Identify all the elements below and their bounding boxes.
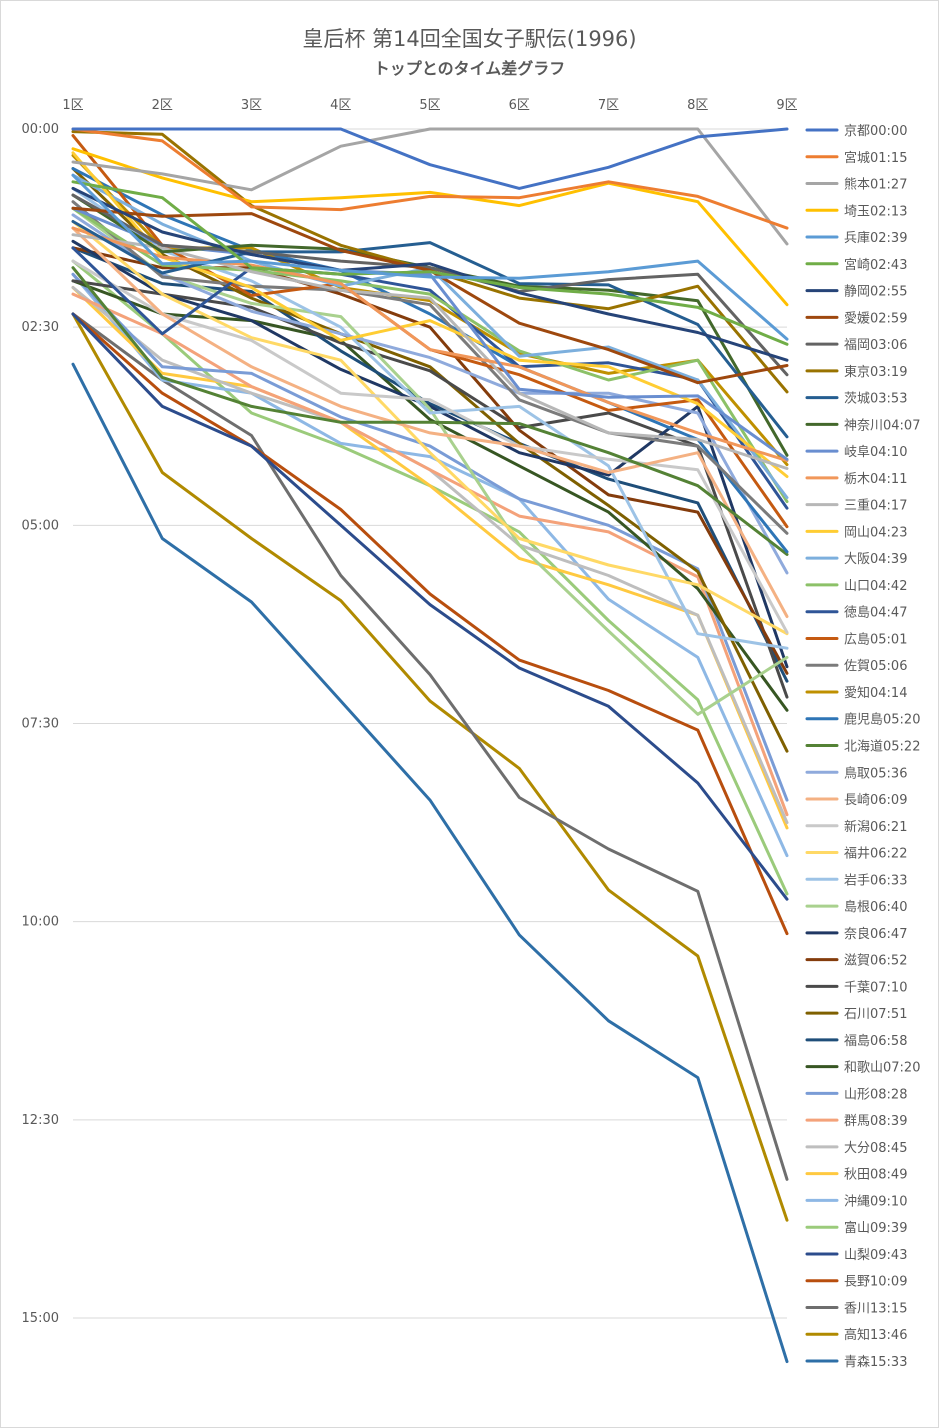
series-line <box>71 312 789 1181</box>
legend-entry: 宮城01:15 <box>844 150 907 166</box>
series-line <box>71 246 789 510</box>
x-tick-label: 4区 <box>330 98 351 113</box>
legend-entry: 青森15:33 <box>844 1355 907 1370</box>
series-line <box>71 200 789 535</box>
y-tick-label: 12:30 <box>22 1113 59 1128</box>
series-line <box>71 206 789 716</box>
series-lines <box>71 127 789 1364</box>
series-line <box>71 266 789 556</box>
y-tick-label: 02:30 <box>22 320 59 335</box>
series-line <box>71 173 789 341</box>
legend-entry: 愛媛02:59 <box>844 311 907 326</box>
y-tick-label: 07:30 <box>22 717 59 732</box>
legend-entry: 新潟06:21 <box>844 819 907 835</box>
series-line <box>71 286 789 830</box>
x-tick-label: 7区 <box>598 98 619 113</box>
series-line <box>71 312 789 901</box>
legend-entry: 福岡03:06 <box>844 338 907 353</box>
series-line <box>71 272 789 858</box>
legend-entry: 徳島04:47 <box>844 606 907 621</box>
legend-entry: 富山09:39 <box>844 1220 907 1236</box>
legend-entry: 広島05:01 <box>844 632 907 647</box>
legend-entry: 大分08:45 <box>844 1141 907 1156</box>
series-line <box>71 213 789 575</box>
chart-title: 皇后杯 第14回全国女子駅伝(1996) <box>302 27 637 51</box>
series-line <box>71 220 789 636</box>
legend-entry: 秋田08:49 <box>844 1168 907 1183</box>
legend-entry: 宮崎02:43 <box>844 257 907 273</box>
series-line <box>71 193 789 377</box>
legend-entry: 東京03:19 <box>844 364 907 380</box>
legend-entry: 福井06:22 <box>844 847 907 862</box>
legend-entry: 沖縄09:10 <box>844 1194 907 1209</box>
legend-entry: 鳥取05:36 <box>844 766 907 781</box>
legend-entry: 大阪04:39 <box>844 552 907 567</box>
legend-entry: 島根06:40 <box>844 900 907 915</box>
legend-entry: 山口04:42 <box>844 579 907 594</box>
series-line <box>71 233 789 470</box>
legend-entry: 高知13:46 <box>844 1327 907 1343</box>
legend-entry: 埼玉02:13 <box>844 204 907 219</box>
legend-entry: 香川13:15 <box>844 1301 907 1316</box>
chart-subtitle: トップとのタイム差グラフ <box>373 59 566 78</box>
legend-entry: 山形08:28 <box>844 1087 907 1102</box>
series-line <box>71 226 789 463</box>
legend-entry: 和歌山07:20 <box>844 1061 920 1076</box>
legend-entry: 岡山04:23 <box>844 525 907 540</box>
x-tick-label: 2区 <box>152 98 173 113</box>
y-tick-label: 15:00 <box>22 1311 59 1326</box>
legend-entry: 熊本01:27 <box>844 177 907 193</box>
legend-entry: 三重04:17 <box>844 498 907 514</box>
y-tick-label: 00:00 <box>22 122 59 137</box>
series-line <box>71 259 789 634</box>
series-line <box>71 279 789 712</box>
legend-entry: 山梨09:43 <box>844 1248 907 1263</box>
legend-entry: 群馬08:39 <box>844 1114 907 1129</box>
legend-entry: 茨城03:53 <box>844 392 907 407</box>
x-tick-label: 5区 <box>419 98 440 113</box>
legend-entry: 岩手06:33 <box>844 873 907 888</box>
legend-entry: 岐阜04:10 <box>844 444 907 460</box>
series-line <box>71 147 789 307</box>
series-line <box>71 220 789 439</box>
legend-entry: 福島06:58 <box>844 1034 907 1049</box>
series-line <box>71 312 789 936</box>
legend-entry: 滋賀06:52 <box>844 954 907 969</box>
legend-entry: 栃木04:11 <box>844 472 907 487</box>
series-line <box>71 279 789 699</box>
legend-entry: 兵庫02:39 <box>844 231 907 246</box>
y-tick-label: 10:00 <box>22 915 59 930</box>
legend-entry: 鹿児島05:20 <box>844 712 920 728</box>
x-tick-label: 9区 <box>776 98 797 113</box>
y-tick-label: 05:00 <box>22 518 59 533</box>
series-line <box>71 127 789 230</box>
x-tick-label: 8区 <box>687 98 708 113</box>
series-line <box>71 186 789 362</box>
series-line <box>71 239 789 669</box>
legend-entry: 京都00:00 <box>844 124 907 139</box>
legend-entry: 北海道05:22 <box>844 740 920 755</box>
legend-entry: 神奈川04:07 <box>844 418 920 433</box>
series-line <box>71 362 789 1364</box>
x-tick-label: 1区 <box>62 98 83 113</box>
x-tick-label: 3区 <box>241 98 262 113</box>
series-line <box>71 127 789 190</box>
series-line <box>71 167 789 554</box>
legend-entry: 愛知04:14 <box>844 685 907 701</box>
x-tick-label: 6区 <box>509 98 530 113</box>
series-line <box>71 226 789 618</box>
legend-entry: 長崎06:09 <box>844 793 907 808</box>
series-line <box>71 180 789 346</box>
legend-entry: 佐賀05:06 <box>844 659 907 674</box>
legend-entry: 奈良06:47 <box>844 926 907 942</box>
legend-entry: 静岡02:55 <box>844 285 907 300</box>
legend-entry: 千葉07:10 <box>844 980 907 995</box>
series-line <box>71 312 789 1222</box>
series-line <box>71 272 789 802</box>
series-line <box>71 127 789 246</box>
legend-entry: 長野10:09 <box>844 1275 907 1290</box>
legend-entry: 石川07:51 <box>844 1007 907 1022</box>
